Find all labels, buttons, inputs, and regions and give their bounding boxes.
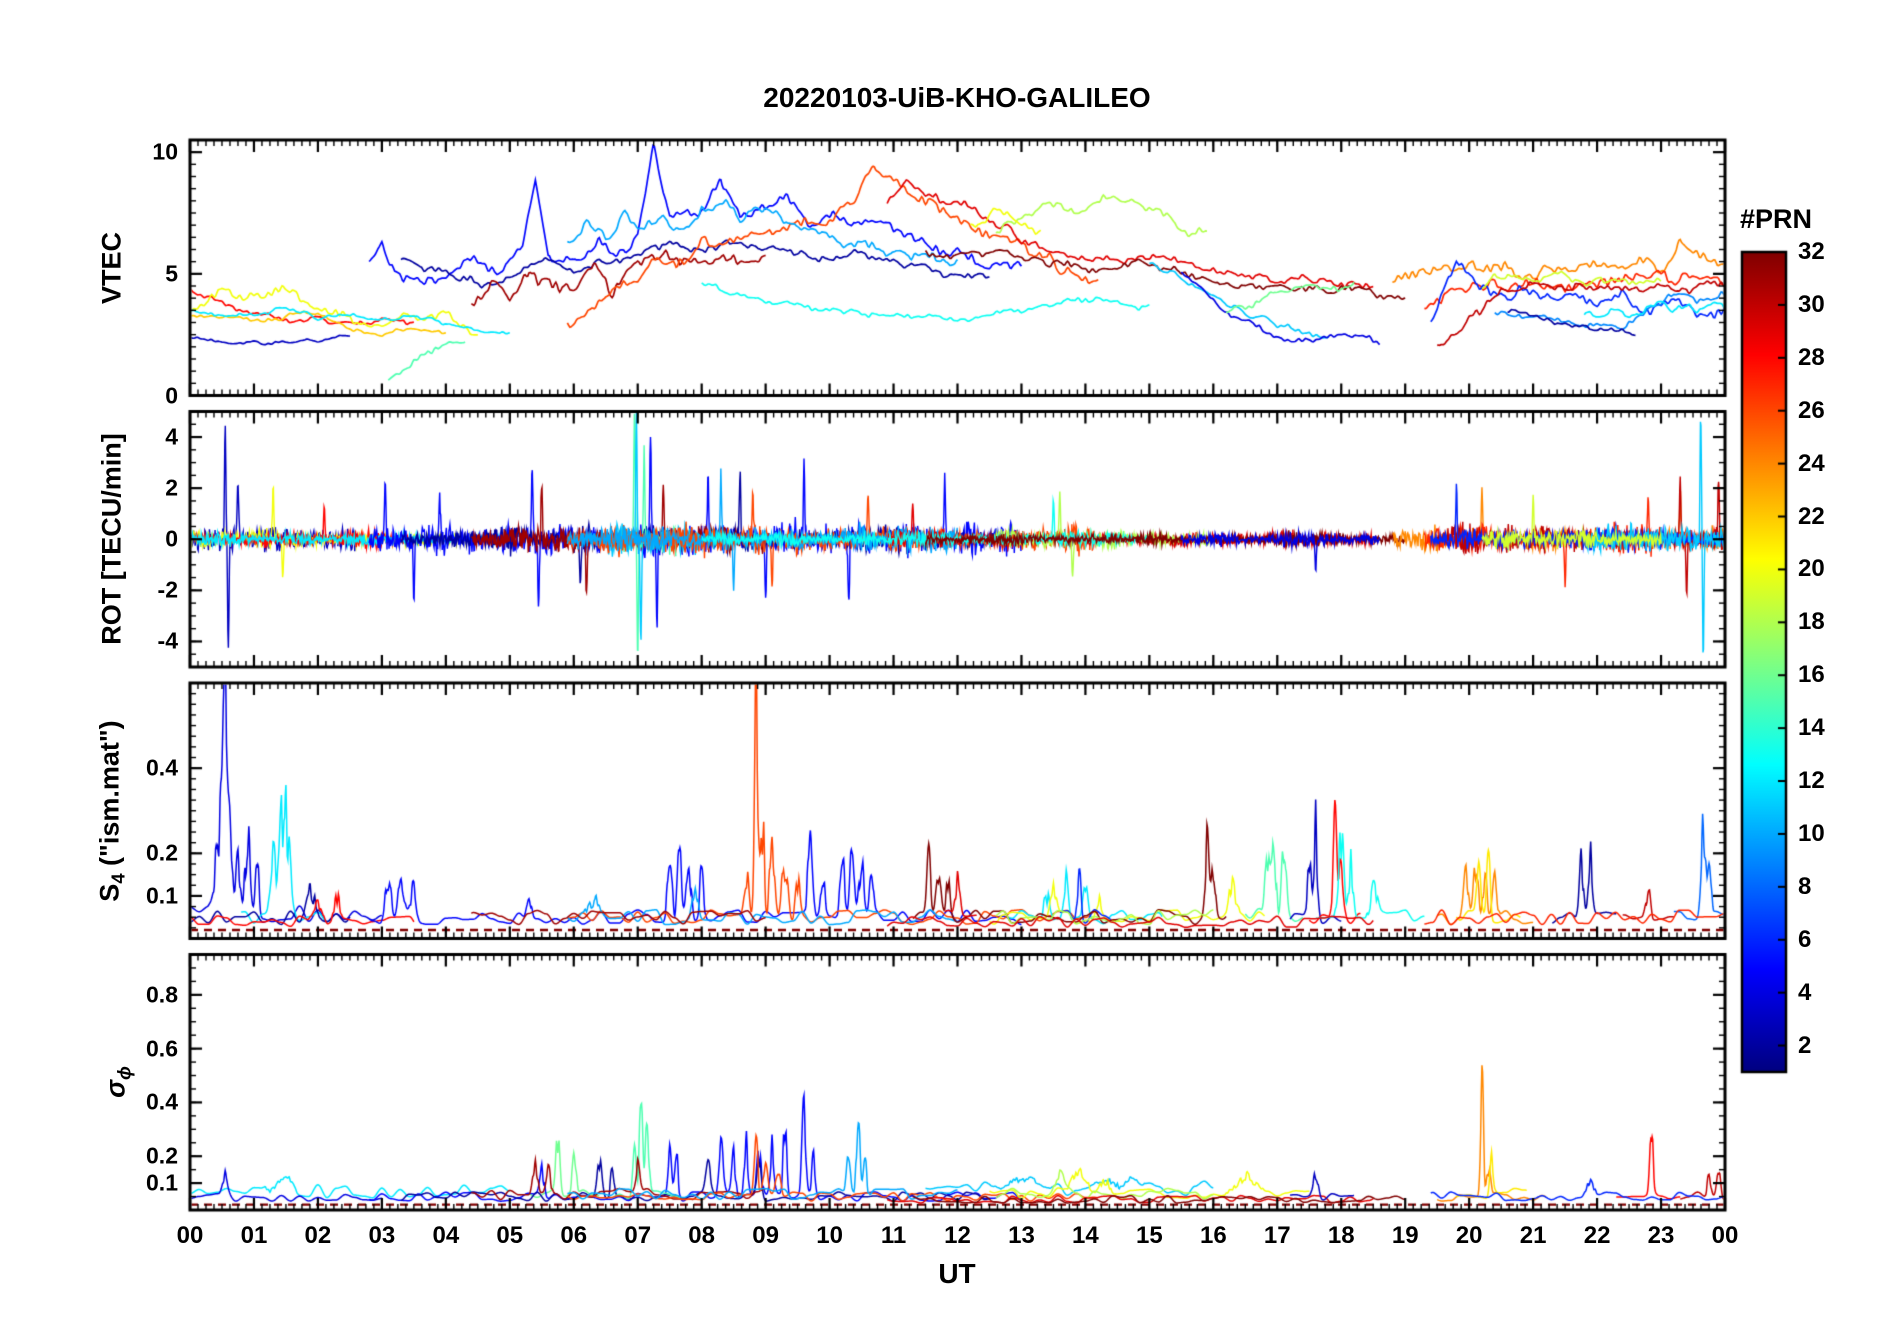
y-tick-label: 0 xyxy=(165,525,178,552)
x-tick-label: 14 xyxy=(1072,1222,1099,1249)
colorbar-tick-label: 28 xyxy=(1798,343,1825,371)
x-tick-label: 07 xyxy=(624,1222,652,1249)
colorbar-tick-label: 8 xyxy=(1798,872,1812,900)
x-tick-label: 13 xyxy=(1008,1222,1035,1249)
x-tick-label: 06 xyxy=(560,1222,588,1249)
colorbar-tick-label: 30 xyxy=(1798,290,1825,318)
x-tick-label: 10 xyxy=(816,1222,843,1249)
x-tick-label: 18 xyxy=(1327,1222,1355,1249)
y-tick-label: 0.8 xyxy=(146,981,178,1008)
sigma-symbol: σ xyxy=(100,1079,131,1098)
x-tick-label: 09 xyxy=(752,1222,779,1249)
x-tick-label: 20 xyxy=(1455,1222,1483,1249)
y-tick-label: 0.1 xyxy=(146,882,178,909)
y-tick-label: 0.2 xyxy=(146,1142,178,1169)
colorbar-tick-label: 10 xyxy=(1798,819,1825,847)
colorbar-tick-label: 14 xyxy=(1798,714,1825,742)
colorbar-tick-label: 16 xyxy=(1798,661,1825,689)
x-tick-label: 21 xyxy=(1519,1222,1547,1249)
x-tick-label: 08 xyxy=(688,1222,716,1249)
y-tick-label: 0.6 xyxy=(146,1035,178,1062)
chart-title: 20220103-UiB-KHO-GALILEO xyxy=(763,82,1151,113)
x-tick-label: 17 xyxy=(1263,1222,1291,1249)
colorbar-tick-label: 12 xyxy=(1798,767,1825,795)
colorbar-tick-label: 24 xyxy=(1798,449,1825,477)
x-tick-label: 22 xyxy=(1583,1222,1611,1249)
x-tick-label: 03 xyxy=(368,1222,396,1249)
x-tick-label: 04 xyxy=(432,1222,460,1249)
x-axis-label: UT xyxy=(938,1258,976,1289)
y-tick-label: 0.4 xyxy=(146,754,178,781)
colorbar-label: #PRN xyxy=(1740,204,1813,234)
colorbar-tick-label: 2 xyxy=(1798,1031,1812,1059)
y-tick-label: 4 xyxy=(165,423,178,450)
s4-subscript: 4 xyxy=(107,873,129,884)
x-tick-label: 12 xyxy=(944,1222,971,1249)
s4-symbol: S xyxy=(94,883,125,902)
colorbar-tick-label: 18 xyxy=(1798,608,1825,636)
x-tick-label: 16 xyxy=(1199,1222,1227,1249)
y-axis-label-s4: S4 ("ism.mat") xyxy=(94,720,129,901)
y-axis-label-vtec: VTEC xyxy=(96,231,127,305)
x-tick-label: 15 xyxy=(1136,1222,1163,1249)
colorbar-tick-label: 32 xyxy=(1798,238,1825,265)
sigma-subscript: ϕ xyxy=(113,1066,135,1080)
colorbar-tick-label: 4 xyxy=(1798,978,1812,1006)
colorbar-tick-label: 20 xyxy=(1798,555,1825,583)
x-tick-label: 11 xyxy=(880,1222,907,1249)
y-axis-label-sigma-phi: σϕ xyxy=(100,1066,135,1098)
x-tick-label: 00 xyxy=(1711,1222,1739,1249)
y-tick-label: 5 xyxy=(165,260,178,287)
colorbar-tick-label: 6 xyxy=(1798,925,1812,953)
x-tick-label: 19 xyxy=(1391,1222,1419,1249)
colorbar-tick-label: 22 xyxy=(1798,502,1825,530)
x-tick-label: 00 xyxy=(176,1222,204,1249)
y-tick-label: -2 xyxy=(157,576,178,603)
y-tick-label: -4 xyxy=(157,627,178,654)
y-tick-label: 0 xyxy=(165,382,178,408)
x-tick-label: 23 xyxy=(1647,1222,1675,1249)
y-tick-label: 0.4 xyxy=(146,1088,178,1115)
y-tick-label: 2 xyxy=(165,474,178,501)
y-tick-label: 0.1 xyxy=(146,1169,178,1196)
y-axis-label-rot: ROT [TECU/min] xyxy=(96,433,127,645)
x-tick-label: 01 xyxy=(240,1222,268,1249)
x-tick-label: 05 xyxy=(496,1222,524,1249)
colorbar-tick-label: 26 xyxy=(1798,396,1825,424)
s4-suffix: ("ism.mat") xyxy=(94,720,125,874)
x-tick-label: 02 xyxy=(304,1222,332,1249)
y-tick-label: 10 xyxy=(152,138,178,165)
y-tick-label: 0.2 xyxy=(146,839,178,866)
